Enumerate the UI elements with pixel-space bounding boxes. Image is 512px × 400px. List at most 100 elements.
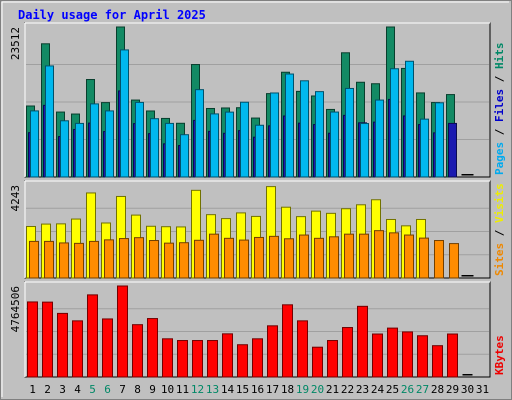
bar-pages-day-8 bbox=[135, 101, 144, 178]
bar-sites-day-12 bbox=[194, 239, 204, 279]
bar-pages-day-23 bbox=[360, 123, 369, 178]
chart-panels: 23512 Pages / Files / Hits 4243 Sites / Vis… bbox=[9, 22, 506, 378]
bar-pages-day-25 bbox=[390, 68, 399, 178]
panel-hits-files-pages: 23512 Pages / Files / Hits bbox=[9, 22, 506, 178]
bar-kbytes-day-1 bbox=[27, 301, 38, 378]
x-tick-day-25: 25 bbox=[386, 383, 399, 396]
bar-sites-day-21 bbox=[329, 236, 339, 279]
x-tick-day-20: 20 bbox=[311, 383, 324, 396]
bar-pages-day-18 bbox=[285, 73, 294, 178]
bars-hits-files-pages bbox=[26, 26, 474, 178]
x-tick-day-1: 1 bbox=[29, 383, 36, 396]
x-tick-day-12: 12 bbox=[191, 383, 204, 396]
bar-pages-day-19 bbox=[300, 80, 309, 178]
x-tick-day-23: 23 bbox=[356, 383, 369, 396]
x-axis-day-labels: 1 2 3 4 5 6 7 8 9 10 11 12 13 14 15 16 17 18 19 20 21 22 23 24 2… bbox=[29, 383, 489, 396]
bar-kbytes-day-6 bbox=[102, 318, 113, 378]
bar-empty-day-30 bbox=[461, 275, 474, 277]
bar-kbytes-day-24 bbox=[372, 333, 383, 378]
legend-separator: / bbox=[493, 122, 506, 142]
legend-pages: Pages bbox=[493, 142, 506, 175]
bar-kbytes-day-17 bbox=[267, 325, 278, 378]
bar-pages-day-10 bbox=[165, 122, 174, 178]
x-tick-day-17: 17 bbox=[266, 383, 279, 396]
bar-pages-day-4 bbox=[75, 122, 84, 178]
panel-visits-sites: 4243 Sites / Visits bbox=[9, 180, 506, 279]
bar-sites-day-24 bbox=[374, 230, 384, 279]
x-tick-day-6: 6 bbox=[104, 383, 111, 396]
bar-pages-day-20 bbox=[315, 91, 324, 178]
bar-pages-day-3 bbox=[60, 120, 69, 178]
x-tick-day-26: 26 bbox=[401, 383, 414, 396]
bar-sites-day-14 bbox=[224, 237, 234, 279]
bars-visits-sites bbox=[26, 186, 474, 279]
bar-sites-day-20 bbox=[314, 237, 324, 279]
side-legend-text: KBytes bbox=[493, 335, 506, 375]
legend-kbytes: KBytes bbox=[493, 335, 506, 375]
bar-sites-day-29 bbox=[449, 243, 459, 279]
bar-pages-day-1 bbox=[30, 110, 39, 178]
bar-kbytes-day-16 bbox=[252, 338, 263, 378]
chart-title: Daily usage for April 2025 bbox=[18, 8, 206, 22]
x-tick-day-13: 13 bbox=[206, 383, 219, 396]
bar-pages-day-9 bbox=[150, 118, 159, 178]
bar-kbytes-day-22 bbox=[342, 327, 353, 378]
bar-sites-day-15 bbox=[239, 239, 249, 279]
bar-sites-day-9 bbox=[149, 240, 159, 279]
bar-sites-day-13 bbox=[209, 233, 219, 279]
x-tick-day-21: 21 bbox=[326, 383, 339, 396]
bar-sites-day-6 bbox=[104, 239, 114, 279]
bar-sites-day-10 bbox=[164, 242, 174, 279]
bar-kbytes-day-7 bbox=[117, 285, 128, 378]
x-tick-day-8: 8 bbox=[134, 383, 141, 396]
x-tick-day-3: 3 bbox=[59, 383, 66, 396]
bar-pages-day-21 bbox=[330, 111, 339, 178]
bar-sites-day-3 bbox=[59, 242, 69, 279]
x-tick-day-10: 10 bbox=[161, 383, 174, 396]
bar-sites-day-19 bbox=[299, 234, 309, 279]
bar-kbytes-day-4 bbox=[72, 320, 83, 378]
bar-kbytes-day-8 bbox=[132, 324, 143, 378]
bar-pages-day-11 bbox=[180, 134, 189, 178]
bar-kbytes-day-28 bbox=[432, 345, 443, 378]
bar-sites-day-2 bbox=[44, 240, 54, 279]
bar-empty-day-30 bbox=[461, 174, 474, 176]
bar-sites-day-8 bbox=[134, 237, 144, 279]
bar-empty-day-30 bbox=[462, 374, 473, 376]
x-tick-day-18: 18 bbox=[281, 383, 294, 396]
x-tick-day-2: 2 bbox=[44, 383, 51, 396]
side-legend-text: Pages / Files / Hits bbox=[493, 43, 506, 176]
bar-kbytes-day-19 bbox=[297, 320, 308, 378]
x-tick-day-5: 5 bbox=[89, 383, 96, 396]
x-tick-day-31: 31 bbox=[476, 383, 489, 396]
bar-sites-day-11 bbox=[179, 242, 189, 279]
bar-kbytes-day-25 bbox=[387, 327, 398, 378]
legend-separator: / bbox=[493, 223, 506, 243]
bar-kbytes-day-26 bbox=[402, 331, 413, 378]
bar-sites-day-7 bbox=[119, 238, 129, 279]
bar-kbytes-day-21 bbox=[327, 340, 338, 378]
bar-kbytes-day-27 bbox=[417, 335, 428, 378]
bar-kbytes-day-13 bbox=[207, 340, 218, 378]
bar-sites-day-28 bbox=[434, 240, 444, 279]
bar-sites-day-26 bbox=[404, 234, 414, 279]
bar-sites-day-27 bbox=[419, 237, 429, 279]
x-tick-day-9: 9 bbox=[149, 383, 156, 396]
bar-sites-day-4 bbox=[74, 242, 84, 279]
bar-kbytes-day-5 bbox=[87, 294, 98, 378]
bar-pages-day-13 bbox=[210, 113, 219, 178]
bar-pages-day-15 bbox=[240, 101, 249, 178]
x-tick-day-28: 28 bbox=[431, 383, 444, 396]
x-tick-day-29: 29 bbox=[446, 383, 459, 396]
side-legend: Sites / Visits bbox=[493, 183, 506, 276]
bar-files-day-29 bbox=[448, 122, 457, 178]
bar-pages-day-7 bbox=[120, 49, 129, 178]
side-legend-text: Sites / Visits bbox=[493, 183, 506, 276]
bar-sites-day-17 bbox=[269, 235, 279, 279]
bar-pages-day-24 bbox=[375, 99, 384, 178]
bar-kbytes-day-10 bbox=[162, 338, 173, 378]
legend-separator: / bbox=[493, 69, 506, 89]
bar-pages-day-26 bbox=[405, 60, 414, 178]
legend-sites: Sites bbox=[493, 243, 506, 276]
